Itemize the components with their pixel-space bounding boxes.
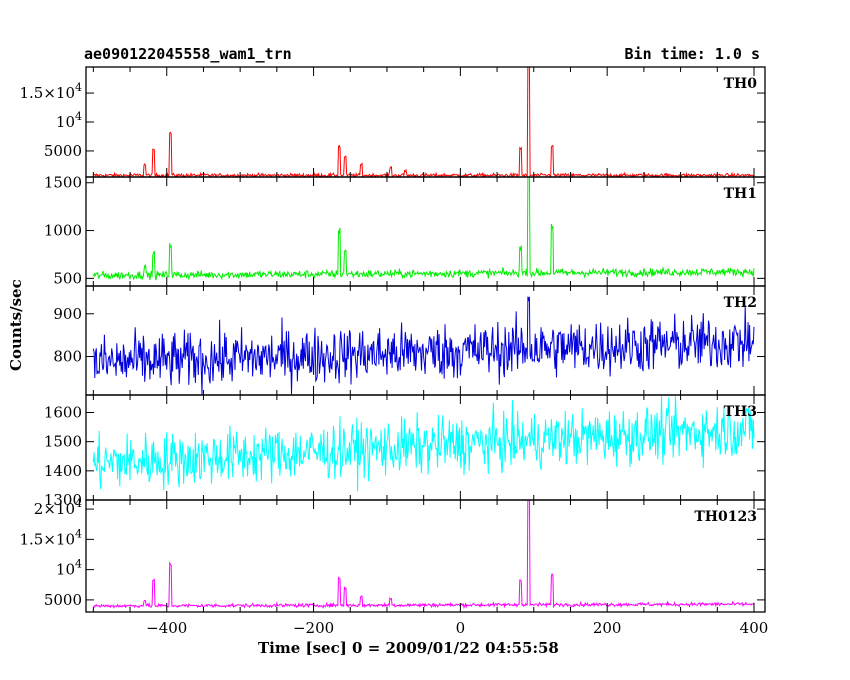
y-tick-label: 104 bbox=[56, 558, 82, 579]
series-line-th2 bbox=[92, 296, 755, 395]
y-tick-label: 500 bbox=[53, 269, 82, 287]
y-tick-label: 1.5×104 bbox=[19, 81, 82, 102]
series-line-th1 bbox=[92, 177, 755, 281]
x-tick-label: 400 bbox=[740, 619, 769, 637]
bin-time-label: Bin time: 1.0 s bbox=[624, 45, 760, 63]
y-tick-label: 104 bbox=[56, 110, 82, 131]
y-tick-label: 2×104 bbox=[34, 497, 82, 518]
y-tick-label: 1500 bbox=[44, 174, 82, 192]
y-tick-label: 1.5×104 bbox=[19, 527, 82, 548]
x-tick-label: 200 bbox=[593, 619, 622, 637]
y-tick-label: 1400 bbox=[44, 462, 82, 480]
y-tick-label: 900 bbox=[53, 305, 82, 323]
series-line-th0123 bbox=[92, 500, 755, 609]
panel-label-th2: TH2 bbox=[724, 295, 757, 311]
y-tick-label: 5000 bbox=[44, 591, 82, 609]
x-axis-label: Time [sec] 0 = 2009/01/22 04:55:58 bbox=[258, 639, 559, 657]
panel-label-th1: TH1 bbox=[724, 186, 757, 202]
y-tick-label: 5000 bbox=[44, 142, 82, 160]
x-tick-label: 0 bbox=[456, 619, 466, 637]
x-tick-label: −200 bbox=[293, 619, 334, 637]
series-line-th0 bbox=[93, 67, 755, 177]
panel-label-th0123: TH0123 bbox=[694, 509, 757, 525]
panel-frame bbox=[85, 499, 766, 613]
y-tick-label: 1600 bbox=[44, 404, 82, 422]
y-tick-label: 800 bbox=[53, 348, 82, 366]
y-tick-label: 1300 bbox=[44, 491, 82, 509]
chart-title: ae090122045558_wam1_trn bbox=[84, 45, 292, 63]
y-axis-label: Counts/sec bbox=[7, 279, 25, 371]
y-tick-label: 1000 bbox=[44, 222, 82, 240]
y-tick-label: 1500 bbox=[44, 433, 82, 451]
x-tick-label: −400 bbox=[146, 619, 187, 637]
series-line-th3 bbox=[92, 396, 755, 492]
panel-label-th3: TH3 bbox=[724, 404, 757, 420]
panel-label-th0: TH0 bbox=[724, 76, 758, 92]
panel-frame bbox=[85, 66, 766, 178]
